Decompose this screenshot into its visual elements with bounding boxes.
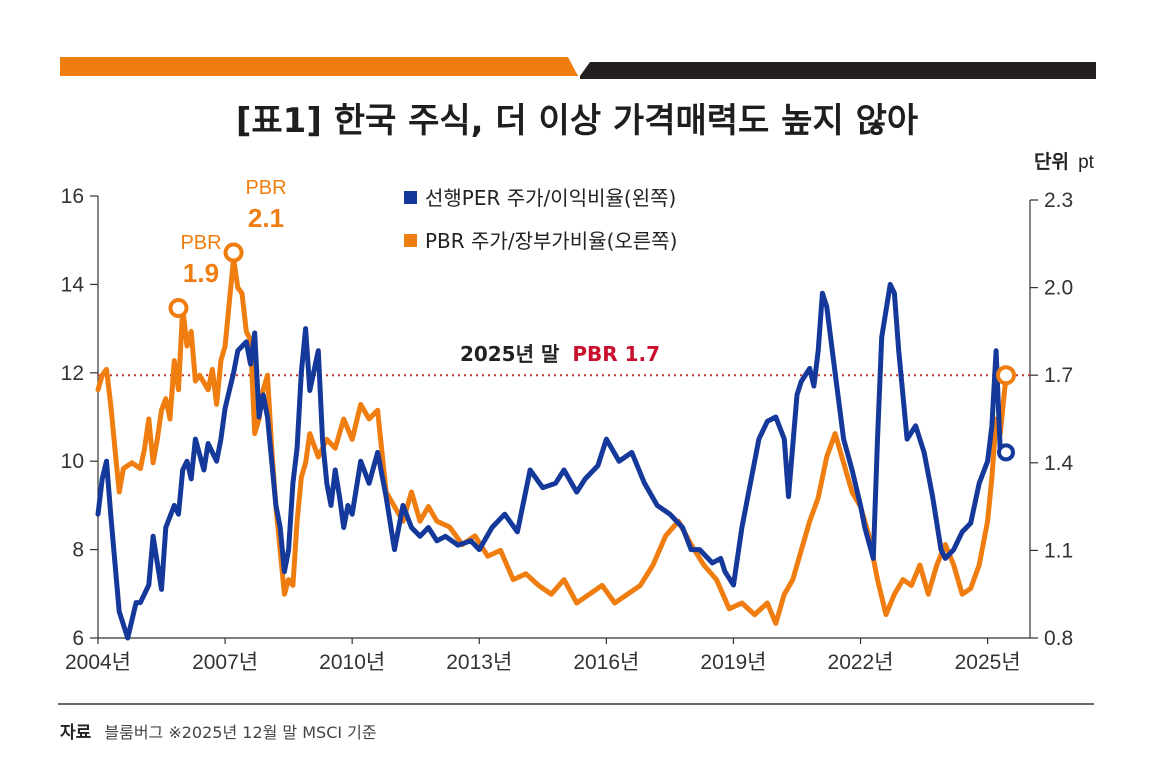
x-tick-label: 2022년 [828,651,894,674]
chart-title: [표1] 한국 주식, 더 이상 가격매력도 높지 않아 [236,101,918,141]
right-tick-label: 2.3 [1044,189,1073,212]
reference-line-label: 2025년 말 PBR 1.7 [460,342,660,366]
annotation-label: PBR [245,177,286,199]
right-tick-label: 2.0 [1044,277,1073,300]
legend: 선행PER 주가/이익비율(왼쪽) PBR 주가/장부가비율(오른쪽) [404,186,677,253]
legend-label-pbr: PBR 주가/장부가비율(오른쪽) [425,229,677,253]
x-tick-label: 2010년 [319,651,385,674]
reference-label-dark: 2025년 말 [460,342,560,366]
annotation-marker [223,242,244,263]
x-tick-label: 2019년 [700,651,766,674]
right-tick-label: 1.1 [1044,539,1073,562]
x-axis-ticks: 2004년 2007년 2010년 2013년 2016년 2019년 2022년 2025년 [65,638,1021,674]
right-tick-label: 1.7 [1044,364,1073,387]
x-tick-label: 2007년 [192,651,258,674]
series-line-per [95,281,1008,641]
left-tick-label: 12 [61,362,84,385]
annotation-marker [168,298,189,319]
unit-value: pt [1078,152,1095,173]
legend-swatch-pbr [404,234,417,247]
left-tick-label: 16 [61,185,84,208]
source-text: 블룸버그 ※2025년 12월 말 MSCI 기준 [104,723,376,742]
annotation-value: 2.1 [248,203,284,233]
annotation-value: 1.9 [183,258,219,288]
right-tick-label: 0.8 [1044,627,1073,650]
unit-prefix: 단위 [1034,151,1069,173]
annotation-pbr-2-1: PBR 2.1 [223,177,287,263]
left-axis-ticks: 6 8 10 12 14 16 [61,185,98,650]
series-line-pbr [95,255,1010,626]
per-end-marker [997,443,1015,462]
unit-label: 단위 pt [1034,151,1095,173]
x-tick-label: 2025년 [955,651,1021,674]
x-tick-label: 2004년 [65,651,131,674]
left-tick-label: 14 [61,273,85,296]
right-axis-ticks: 0.8 1.1 1.4 1.7 2.0 2.3 [1030,189,1074,650]
legend-swatch-per [404,191,417,204]
reference-label-accent: PBR 1.7 [572,342,660,366]
header-band-orange [60,57,578,76]
legend-label-per: 선행PER 주가/이익비율(왼쪽) [425,186,676,210]
left-tick-label: 6 [72,627,84,650]
x-tick-label: 2016년 [573,651,639,674]
source-label: 자료 [60,723,92,743]
left-tick-label: 10 [61,450,84,473]
source-note: 자료 블룸버그 ※2025년 12월 말 MSCI 기준 [60,723,377,743]
right-tick-label: 1.4 [1044,452,1074,475]
annotation-pbr-1-9: PBR 1.9 [168,232,222,319]
annotation-label: PBR [180,232,221,254]
x-tick-label: 2013년 [446,651,512,674]
left-tick-label: 8 [72,539,84,562]
header-band-dark [580,62,1096,79]
pbr-end-marker [996,365,1016,386]
